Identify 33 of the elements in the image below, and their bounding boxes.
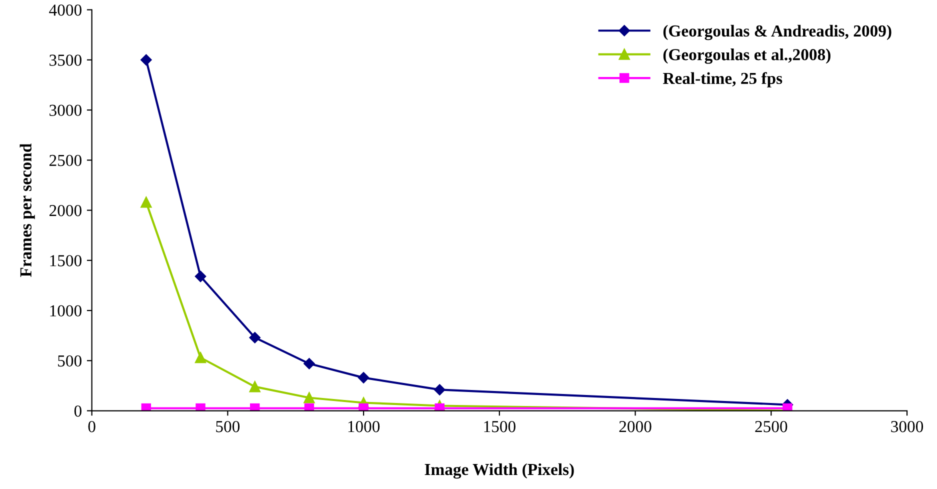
point [358, 403, 368, 411]
point [194, 352, 206, 364]
x-tick-label: 0 [88, 420, 96, 432]
point [304, 392, 315, 404]
y-tick-label: 1000 [50, 305, 82, 316]
y-tick-label: 3500 [50, 54, 82, 66]
x-tick-label: 2500 [755, 420, 788, 432]
x-tick-label: 3000 [891, 420, 924, 432]
y-tick-label: 500 [58, 355, 82, 367]
point [140, 196, 152, 208]
point [140, 54, 152, 66]
y-tick-label: 1500 [50, 255, 82, 266]
y-tick-label: 3000 [50, 104, 82, 116]
point [304, 358, 315, 370]
y-tick-label: 4000 [49, 4, 82, 16]
point [196, 403, 206, 411]
legend-label: Real-time, 25 fps [662, 72, 782, 88]
y-tick-label: 0 [74, 405, 82, 417]
point [434, 384, 446, 396]
legend-label: (Georgoulas et al.,2008) [663, 48, 830, 64]
x-tick-label: 2000 [619, 420, 652, 432]
point [249, 381, 260, 392]
x-tick-label: 1500 [484, 420, 516, 432]
legend-label: (Georgoulas & Andreadis, 2009) [663, 24, 892, 40]
x-axis-title: Image Width (Pixels) [424, 463, 574, 479]
x-tick-label: 1000 [348, 420, 380, 432]
y-tick-label: 2500 [50, 154, 82, 166]
point [358, 372, 370, 384]
y-tick-label: 2000 [50, 204, 82, 216]
x-tick-label: 500 [216, 420, 240, 432]
point [249, 332, 260, 344]
point [194, 270, 206, 282]
y-axis-title: Frames per second [20, 143, 35, 277]
